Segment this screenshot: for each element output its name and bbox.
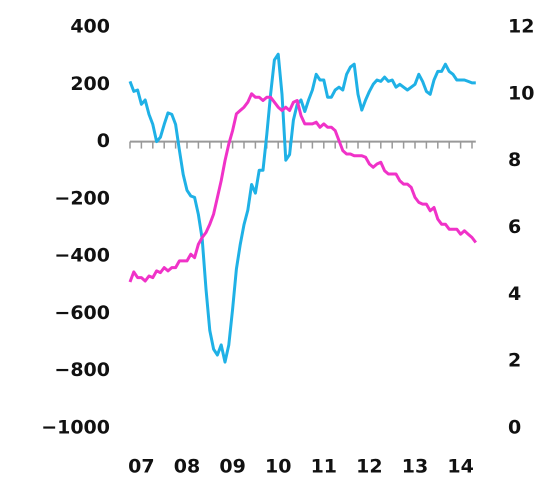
y-tick-label: −800 xyxy=(54,359,110,381)
x-tick-label: 10 xyxy=(265,456,291,478)
y2-tick-label: 0 xyxy=(508,417,521,439)
data-line xyxy=(128,52,476,364)
x-tick-label: 13 xyxy=(402,456,428,478)
y-tick-label: −200 xyxy=(54,187,110,209)
y2-tick-label: 4 xyxy=(508,283,521,305)
x-tick-label: 11 xyxy=(311,456,337,478)
data-line xyxy=(128,92,477,283)
y-tick-label: 0 xyxy=(97,130,110,152)
x-tick-label: 08 xyxy=(174,456,200,478)
y-tick-label: −600 xyxy=(54,302,110,324)
y2-tick-label: 2 xyxy=(508,350,521,372)
x-tick-label: 12 xyxy=(356,456,382,478)
y-tick-label: −1000 xyxy=(41,417,110,439)
y2-tick-label: 8 xyxy=(508,149,521,171)
x-tick-label: 14 xyxy=(447,456,473,478)
y-tick-label: −400 xyxy=(54,245,110,267)
y-tick-label: 200 xyxy=(70,73,110,95)
x-tick-label: 09 xyxy=(219,456,245,478)
y2-tick-label: 10 xyxy=(508,82,534,104)
x-tick-label: 07 xyxy=(128,456,154,478)
y2-tick-label: 6 xyxy=(508,216,521,238)
y2-tick-label: 12 xyxy=(508,16,534,38)
y-tick-label: 400 xyxy=(70,16,110,38)
